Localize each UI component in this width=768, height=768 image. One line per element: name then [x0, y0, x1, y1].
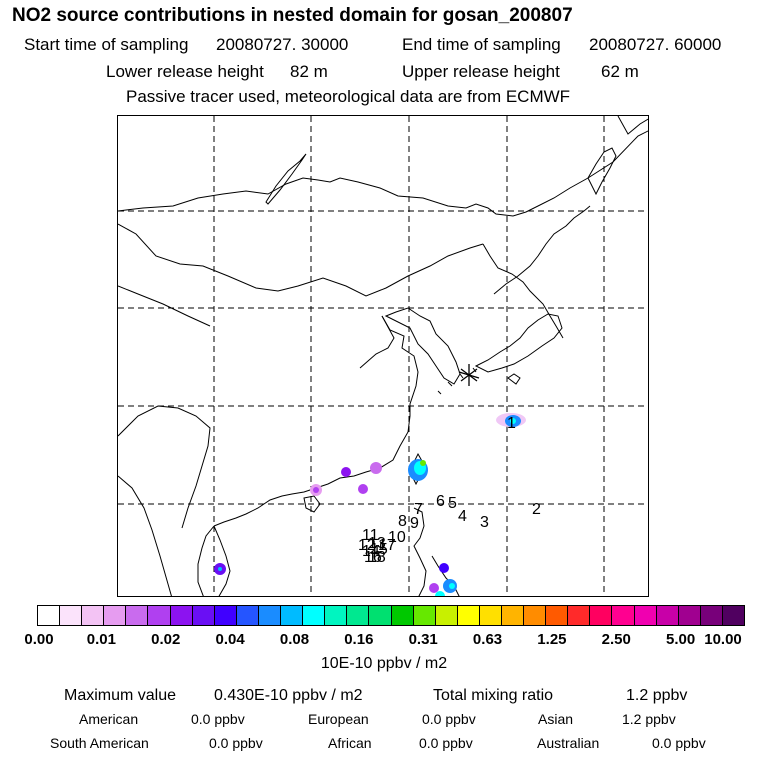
- traj-label-16: 16: [364, 549, 382, 566]
- traj-label-9: 9: [410, 515, 419, 532]
- traj-label-14: 14: [362, 543, 380, 560]
- map-panel: 1 2 3 4 5 6 7 8 9 10 11 12 13 14 15 16 1…: [117, 115, 649, 597]
- colorbar-tick-label: 0.08: [279, 631, 310, 648]
- colorbar-tick-label: 2.50: [601, 631, 631, 648]
- traj-label-10: 10: [388, 529, 406, 546]
- end-time-label: End time of sampling: [402, 35, 561, 54]
- colorbar-segment: [236, 606, 259, 625]
- traj-label-18: 18: [368, 549, 386, 566]
- colorbar-tick-label: 0.31: [408, 631, 438, 648]
- region-name-european: European: [308, 711, 369, 727]
- colorbar-tick-label: 5.00: [666, 631, 696, 648]
- contribution-blobs: [214, 413, 526, 596]
- colorbar-segment: [634, 606, 657, 625]
- upper-release-value: 62 m: [601, 62, 639, 81]
- max-value-label: Maximum value: [64, 687, 177, 704]
- total-mixing-value: 1.2 ppbv: [626, 687, 688, 704]
- colorbar-segment: [347, 606, 370, 625]
- color-scale-bar: [37, 605, 745, 626]
- colorbar-segment: [325, 606, 348, 625]
- colorbar-tick-label: 0.63: [472, 631, 503, 648]
- region-value-american: 0.0 ppbv: [191, 711, 245, 727]
- region-value-asian: 1.2 ppbv: [622, 711, 676, 727]
- region-value-european: 0.0 ppbv: [422, 711, 476, 727]
- traj-label-2: 2: [532, 501, 541, 518]
- colorbar-segment: [678, 606, 701, 625]
- colorbar-segment: [590, 606, 613, 625]
- lower-release-value: 82 m: [290, 62, 328, 81]
- colorbar-tick-label: 0.16: [344, 631, 374, 648]
- receptor-asterisk-icon: [458, 364, 480, 386]
- start-time-label: Start time of sampling: [24, 35, 189, 54]
- colorbar-segment: [413, 606, 436, 625]
- colorbar-segment: [546, 606, 569, 625]
- colorbar-segment: [192, 606, 215, 625]
- max-value-value: 0.430E-10 ppbv / m2: [214, 687, 363, 704]
- colorbar-segment: [303, 606, 326, 625]
- colorbar-segment: [457, 606, 480, 625]
- colorbar-segment: [369, 606, 392, 625]
- traj-label-8: 8: [398, 513, 407, 530]
- region-name-australian: Australian: [537, 735, 600, 751]
- colorbar-segment: [501, 606, 525, 625]
- colorbar-segment: [281, 606, 304, 625]
- traj-label-11: 11: [362, 527, 379, 544]
- colorbar-segment: [435, 606, 458, 625]
- upper-release-label: Upper release height: [402, 62, 560, 81]
- lat-lon-grid: [118, 116, 648, 596]
- colorbar-segment: [479, 606, 502, 625]
- colorbar-segment: [148, 606, 171, 625]
- colorbar-segment: [126, 606, 149, 625]
- colorbar-segment: [170, 606, 193, 625]
- coastlines: [118, 116, 648, 596]
- lower-release-label: Lower release height: [106, 62, 264, 81]
- colorbar-segment: [656, 606, 679, 625]
- region-value-african: 0.0 ppbv: [419, 735, 473, 751]
- traj-label-15: 15: [370, 541, 388, 558]
- traj-label-6: 6: [436, 493, 445, 510]
- colorbar-tick-label: 0.01: [86, 631, 116, 648]
- colorbar-segment: [612, 606, 635, 625]
- traj-label-13: 13: [368, 535, 386, 552]
- start-time-value: 20080727. 30000: [216, 35, 349, 54]
- traj-label-7: 7: [414, 501, 423, 518]
- colorbar-tick-label: 0.04: [215, 631, 245, 648]
- trajectory-labels: 1 2 3 4 5 6 7 8 9 10 11 12 13 14 15 16 1…: [358, 415, 541, 566]
- colorbar-tick-label: 1.25: [537, 631, 567, 648]
- traj-label-1: 1: [507, 415, 516, 432]
- colorbar-segment: [524, 606, 547, 625]
- colorbar-segment: [82, 606, 105, 625]
- colorbar-segment: [568, 606, 591, 625]
- region-name-asian: Asian: [538, 711, 574, 727]
- total-mixing-label: Total mixing ratio: [433, 687, 554, 704]
- colorbar-segment: [258, 606, 282, 625]
- colorbar-segment: [60, 606, 83, 625]
- traj-label-12: 12: [358, 537, 376, 554]
- colorbar-unit: 10E-10 ppbv / m2: [320, 655, 448, 672]
- colorbar-segment: [38, 606, 61, 625]
- region-value-australian: 0.0 ppbv: [652, 735, 706, 751]
- colorbar-tick-label: 10.00: [704, 631, 742, 648]
- region-name-african: African: [328, 735, 372, 751]
- colorbar-segment: [722, 606, 744, 625]
- map-canvas: 1 2 3 4 5 6 7 8 9 10 11 12 13 14 15 16 1…: [118, 116, 648, 596]
- colorbar-tick-label: 0.02: [151, 631, 181, 648]
- ryukyu-islands: [437, 367, 477, 395]
- region-value-south-american: 0.0 ppbv: [209, 735, 263, 751]
- tracer-note: Passive tracer used, meteorological data…: [126, 87, 571, 106]
- region-name-american: American: [79, 711, 139, 727]
- end-time-value: 20080727. 60000: [589, 35, 722, 54]
- colorbar-segment: [700, 606, 723, 625]
- colorbar-segment: [214, 606, 237, 625]
- region-name-south-american: South American: [50, 735, 149, 751]
- colorbar-segment: [391, 606, 414, 625]
- colorbar-segment: [104, 606, 127, 625]
- traj-label-4: 4: [458, 508, 467, 525]
- plot-title: NO2 source contributions in nested domai…: [12, 5, 573, 26]
- colorbar-tick-label: 0.00: [24, 631, 54, 648]
- traj-label-5: 5: [448, 495, 457, 512]
- traj-label-17: 17: [378, 537, 396, 554]
- traj-label-3: 3: [480, 514, 489, 531]
